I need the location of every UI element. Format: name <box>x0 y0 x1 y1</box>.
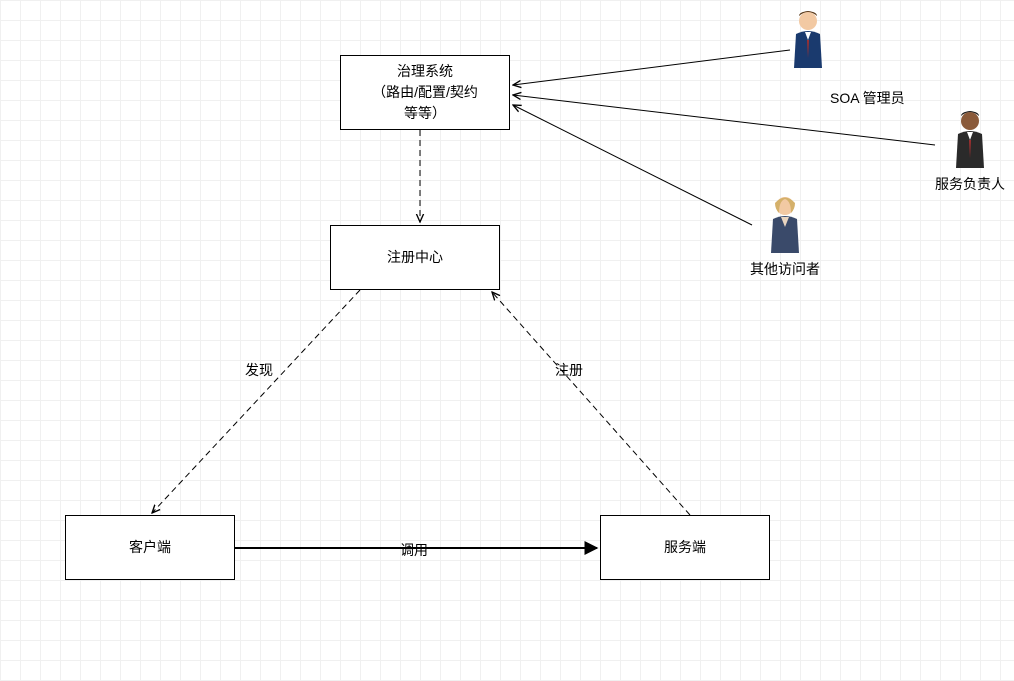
edge-soa-admin-to-governance <box>513 50 790 85</box>
node-server[interactable]: 服务端 <box>600 515 770 580</box>
edge-label-register: 注册 <box>555 360 583 380</box>
node-server-label: 服务端 <box>664 537 706 558</box>
actor-other-visitor[interactable]: 其他访问者 <box>750 195 820 279</box>
actor-other-visitor-label: 其他访问者 <box>750 259 820 279</box>
node-governance-line3: 等等） <box>372 103 478 124</box>
edge-registry-to-client <box>152 290 360 513</box>
edge-label-invoke: 调用 <box>400 540 428 560</box>
diagram-canvas: 治理系统 （路由/配置/契约 等等） 注册中心 客户端 服务端 发现 注册 调用… <box>0 0 1014 681</box>
node-registry-center[interactable]: 注册中心 <box>330 225 500 290</box>
edge-label-discover: 发现 <box>245 360 273 380</box>
node-governance-system[interactable]: 治理系统 （路由/配置/契约 等等） <box>340 55 510 130</box>
actor-service-owner-label: 服务负责人 <box>935 174 1005 194</box>
node-governance-line2: （路由/配置/契约 <box>372 82 478 103</box>
actor-soa-admin-label: SOA 管理员 <box>830 88 905 108</box>
node-registry-label: 注册中心 <box>387 247 443 268</box>
actor-soa-admin[interactable] <box>790 10 826 70</box>
actor-service-owner[interactable]: 服务负责人 <box>935 110 1005 194</box>
person-icon <box>790 10 826 70</box>
edge-server-to-registry <box>492 292 690 515</box>
node-client[interactable]: 客户端 <box>65 515 235 580</box>
person-icon <box>767 195 803 255</box>
node-client-label: 客户端 <box>129 537 171 558</box>
person-icon <box>952 110 988 170</box>
edge-other-visitor-to-governance <box>513 105 752 225</box>
node-governance-line1: 治理系统 <box>372 61 478 82</box>
